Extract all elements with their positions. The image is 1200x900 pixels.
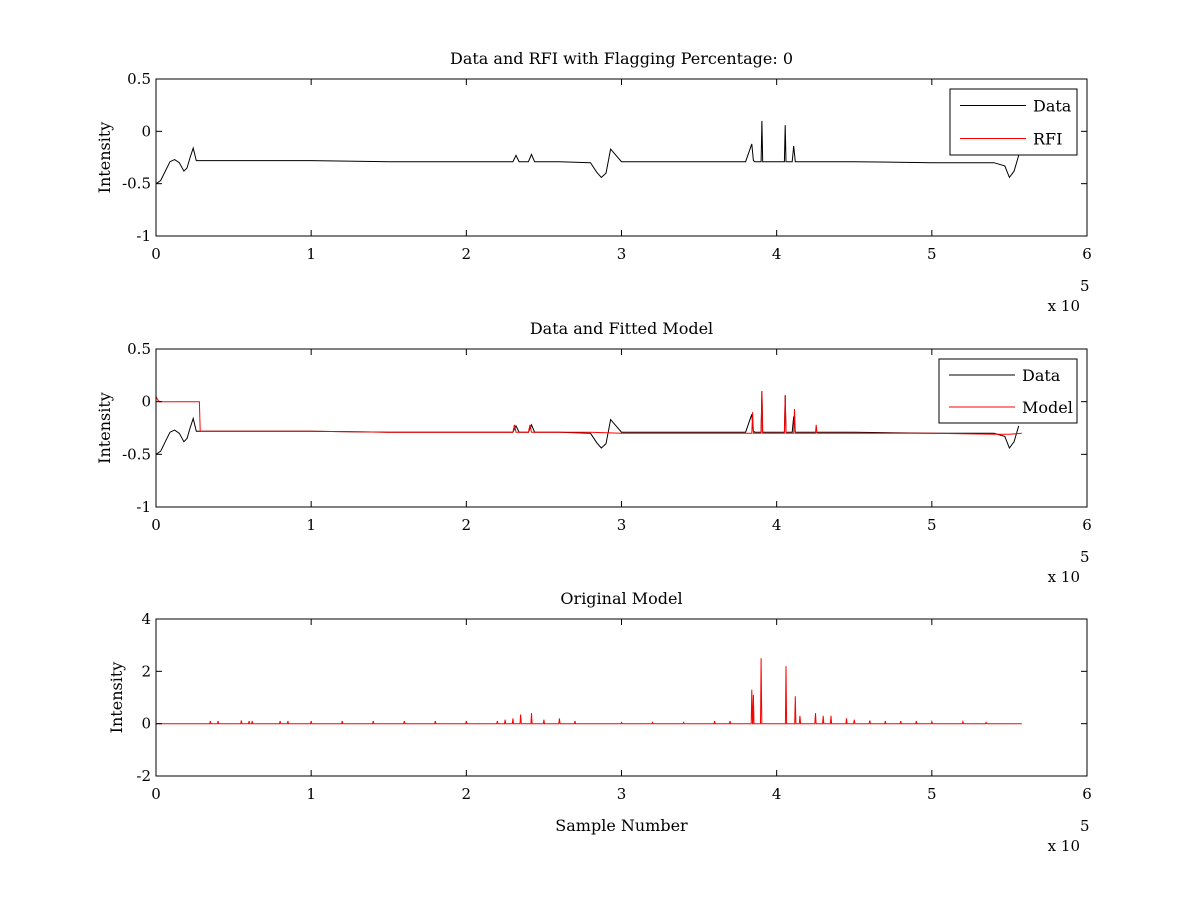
legend: Data Model	[938, 358, 1078, 424]
y-tick-label: -0.5	[122, 445, 151, 463]
legend-label-data: Data	[1022, 366, 1061, 385]
x-tick-label: 5	[927, 516, 937, 534]
x-tick-label: 1	[306, 785, 316, 803]
x-tick-label: 4	[772, 516, 782, 534]
series-line-model	[156, 658, 1022, 725]
plot-title: Data and Fitted Model	[530, 319, 713, 338]
y-tick-label: 2	[141, 662, 151, 680]
x-tick-label: 0	[151, 516, 161, 534]
y-tick-label: 0	[141, 715, 151, 733]
axes-box	[155, 618, 1088, 777]
x-tick-label: 0	[151, 245, 161, 263]
subplot-1: 0 1 2 3 4 5 6 -1 -0.5 0 0.5 Data and RFI with Flagg…	[95, 49, 1092, 315]
y-tick-label: 0	[141, 122, 151, 140]
legend-box	[938, 358, 1078, 424]
subplot-2: 0 1 2 3 4 5 6 -1 -0.5 0 0.5 Data and Fitted Model In…	[95, 319, 1092, 586]
x-multiplier-label: x 10	[1048, 568, 1080, 586]
plot-area	[156, 658, 1022, 725]
legend-label-rfi: RFI	[1033, 130, 1062, 149]
x-tick-label: 1	[306, 516, 316, 534]
legend-box	[949, 88, 1078, 156]
x-tick-label: 3	[617, 516, 627, 534]
x-multiplier-exponent: 5	[1080, 548, 1090, 566]
x-tick-label: 4	[772, 785, 782, 803]
plot-area	[156, 120, 1020, 185]
y-tick-label: 0.5	[127, 70, 151, 88]
series-line-data	[156, 391, 1020, 455]
x-axis-label: Sample Number	[555, 816, 688, 835]
x-tick-label: 4	[772, 245, 782, 263]
legend: Data RFI	[949, 88, 1078, 156]
x-tick-label: 6	[1082, 245, 1092, 263]
y-tick-label: -1	[136, 498, 151, 516]
plot-area	[156, 391, 1022, 455]
x-tick-label: 5	[927, 785, 937, 803]
x-tick-label: 6	[1082, 785, 1092, 803]
plot-title: Original Model	[560, 589, 682, 608]
y-tick-label: -0.5	[122, 175, 151, 193]
y-axis-label: Intensity	[95, 122, 114, 194]
x-tick-label: 6	[1082, 516, 1092, 534]
axes-box	[155, 78, 1088, 237]
plot-title: Data and RFI with Flagging Percentage: 0	[450, 49, 793, 68]
x-tick-label: 3	[617, 785, 627, 803]
x-tick-label: 5	[927, 245, 937, 263]
legend-label-model: Model	[1022, 398, 1073, 417]
x-tick-label: 3	[617, 245, 627, 263]
x-tick-label: 1	[306, 245, 316, 263]
y-tick-label: -2	[136, 767, 151, 785]
legend-label-data: Data	[1033, 97, 1072, 116]
series-line-model	[156, 391, 1022, 435]
x-multiplier-label: x 10	[1048, 297, 1080, 315]
x-tick-label: 2	[462, 516, 472, 534]
x-multiplier-exponent: 5	[1080, 277, 1090, 295]
y-tick-label: 0.5	[127, 340, 151, 358]
series-line-data	[156, 120, 1020, 185]
x-tick-label: 2	[462, 785, 472, 803]
y-axis-label: Intensity	[95, 392, 114, 464]
x-multiplier-label: x 10	[1048, 837, 1080, 855]
x-multiplier-exponent: 5	[1080, 817, 1090, 835]
y-tick-label: 0	[141, 393, 151, 411]
y-tick-label: -1	[136, 227, 151, 245]
x-tick-label: 0	[151, 785, 161, 803]
y-axis-label: Intensity	[107, 662, 126, 734]
y-tick-label: 4	[141, 610, 151, 628]
x-tick-label: 2	[462, 245, 472, 263]
